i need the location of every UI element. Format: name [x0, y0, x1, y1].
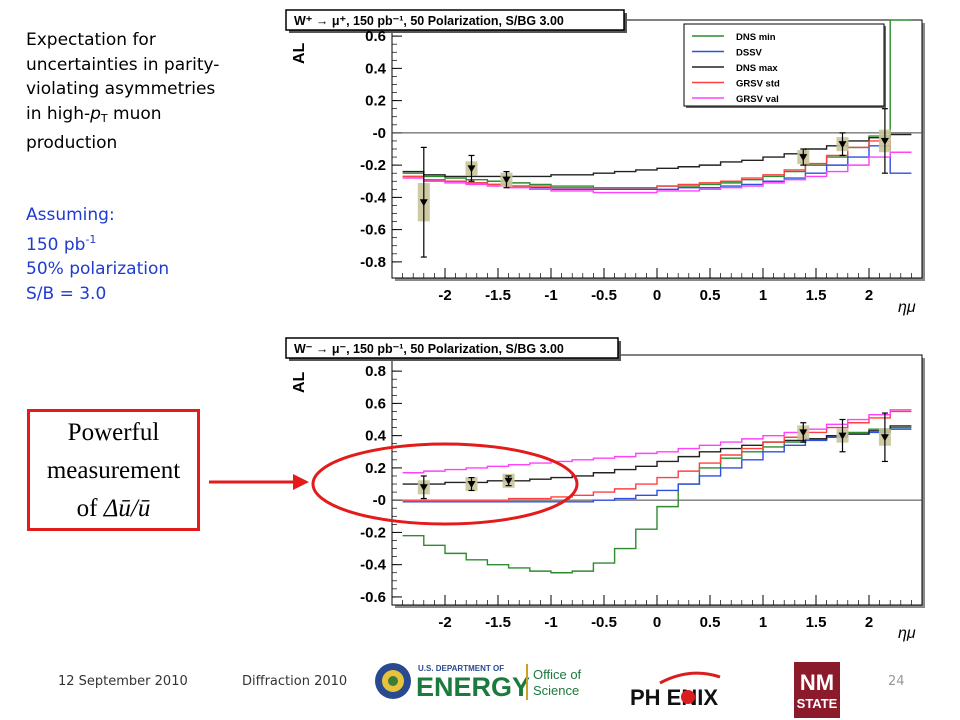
data-point-marker	[467, 481, 476, 489]
description-text: Expectation for uncertainties in parity-…	[26, 28, 266, 156]
y-tick-label: -0	[373, 125, 386, 142]
data-point-marker	[419, 484, 428, 492]
assumption-luminosity: 150 pb-1	[26, 232, 97, 255]
y-tick-label: -0.4	[360, 189, 387, 206]
x-tick-label: 2	[865, 614, 873, 631]
nmsu-logo: NM STATE	[794, 662, 840, 718]
data-point-marker	[467, 165, 476, 173]
office-label-1: Office of	[533, 667, 582, 682]
series-line-grsv-val	[402, 409, 912, 474]
data-point-marker	[502, 176, 511, 184]
chart-w-minus: W⁻ → μ⁻, 150 pb⁻¹, 50 Polarization, S/BG…	[285, 337, 925, 642]
chart-title: W⁻ → μ⁻, 150 pb⁻¹, 50 Polarization, S/BG…	[294, 342, 564, 356]
highlight-ellipse	[311, 442, 579, 526]
legend-label: DNS min	[736, 32, 776, 43]
chart-title: W⁺ → μ⁺, 150 pb⁻¹, 50 Polarization, S/BG…	[294, 14, 564, 28]
x-tick-label: -2	[438, 287, 451, 304]
data-point-marker	[799, 429, 808, 437]
x-tick-label: 0.5	[700, 614, 721, 631]
data-point-marker	[880, 137, 889, 145]
y-axis-label: AL	[291, 371, 308, 393]
y-tick-label: 0.4	[365, 60, 387, 77]
y-tick-label: -0.2	[360, 524, 386, 541]
data-point-marker	[838, 432, 847, 440]
x-axis-label: ημ	[898, 625, 916, 642]
doe-top-label: U.S. DEPARTMENT OF	[418, 664, 504, 673]
assumptions-heading: Assuming:	[26, 205, 115, 225]
y-tick-label: -0.8	[360, 254, 386, 271]
footer-conference: Diffraction 2010	[242, 674, 348, 689]
legend-label: DNS max	[736, 63, 778, 74]
y-tick-label: -0.6	[360, 589, 386, 606]
x-tick-label: 1.5	[806, 614, 827, 631]
x-tick-label: 0	[653, 287, 661, 304]
chart-title-box	[285, 9, 625, 31]
phenix-label: PH ENIX	[630, 685, 718, 709]
page-number: 24	[888, 674, 905, 689]
state-label: STATE	[797, 696, 838, 711]
assumptions-text: Assuming: 150 pb-1 50% polarization S/B …	[26, 203, 169, 306]
y-tick-label: 0.4	[365, 428, 387, 445]
callout-line-1: Powerful	[67, 419, 160, 446]
y-tick-label: -0.6	[360, 222, 386, 239]
description-line-2: uncertainties in parity-	[26, 54, 220, 75]
x-tick-label: 2	[865, 287, 873, 304]
callout-line-2: measurement	[46, 457, 181, 484]
x-tick-label: 1	[759, 614, 767, 631]
x-tick-label: 0	[653, 614, 661, 631]
data-point-marker	[838, 141, 847, 149]
x-tick-label: -0.5	[591, 287, 617, 304]
y-tick-label: -0.2	[360, 157, 386, 174]
chart-w-plus: W⁺ → μ⁺, 150 pb⁻¹, 50 Polarization, S/BG…	[285, 9, 925, 316]
callout-arrow	[209, 474, 309, 490]
y-tick-label: 0.2	[365, 93, 386, 110]
x-tick-label: -1	[544, 614, 557, 631]
x-tick-label: -0.5	[591, 614, 617, 631]
x-tick-label: -1.5	[485, 614, 511, 631]
legend-label: GRSV std	[736, 79, 780, 90]
data-point-marker	[880, 434, 889, 442]
description-line-5: production	[26, 133, 118, 153]
assumption-polarization: 50% polarization	[26, 259, 170, 279]
nm-label: NM	[800, 670, 834, 695]
phenix-logo: PH ENIX	[630, 671, 721, 709]
doe-office-of-science-logo: U.S. DEPARTMENT OF ENERGY Office of Scie…	[375, 663, 582, 702]
y-tick-label: -0	[373, 492, 386, 509]
series-line-grsv-val	[402, 151, 912, 194]
chart-title-box	[285, 337, 619, 359]
footer-date: 12 September 2010	[58, 674, 188, 689]
legend-box	[683, 23, 885, 107]
assumption-signal-background: S/B = 3.0	[26, 283, 107, 304]
y-tick-label: 0.2	[365, 460, 386, 477]
y-tick-label: 0.6	[365, 395, 386, 412]
x-tick-label: 1	[759, 287, 767, 304]
description-line-4: in high-pT muon	[26, 103, 162, 125]
x-tick-label: -1	[544, 287, 557, 304]
y-tick-label: -0.4	[360, 557, 387, 574]
description-line-1: Expectation for	[26, 30, 156, 50]
callout-line-3: of Δū/ū	[76, 495, 151, 522]
data-point-marker	[504, 477, 513, 485]
series-line-grsv-std	[402, 140, 912, 189]
description-line-3: violating asymmetries	[26, 79, 216, 99]
callout-box: Powerful measurement of Δū/ū	[27, 409, 200, 531]
doe-main-label: ENERGY	[416, 672, 530, 702]
data-point-marker	[799, 154, 808, 162]
series-line-dns-max	[402, 425, 912, 485]
y-axis-label: AL	[291, 42, 308, 64]
legend-label: DSSV	[736, 48, 763, 59]
x-axis-label: ημ	[898, 299, 916, 316]
x-tick-label: -2	[438, 614, 451, 631]
x-tick-label: 1.5	[806, 287, 827, 304]
data-point-marker	[419, 199, 428, 207]
x-tick-label: -1.5	[485, 287, 511, 304]
phenix-swoosh-icon	[659, 671, 721, 685]
y-tick-label: 0.6	[365, 28, 386, 45]
x-tick-label: 0.5	[700, 287, 721, 304]
y-tick-label: 0.8	[365, 363, 386, 380]
office-label-2: Science	[533, 683, 579, 698]
legend-label: GRSV val	[736, 94, 779, 105]
